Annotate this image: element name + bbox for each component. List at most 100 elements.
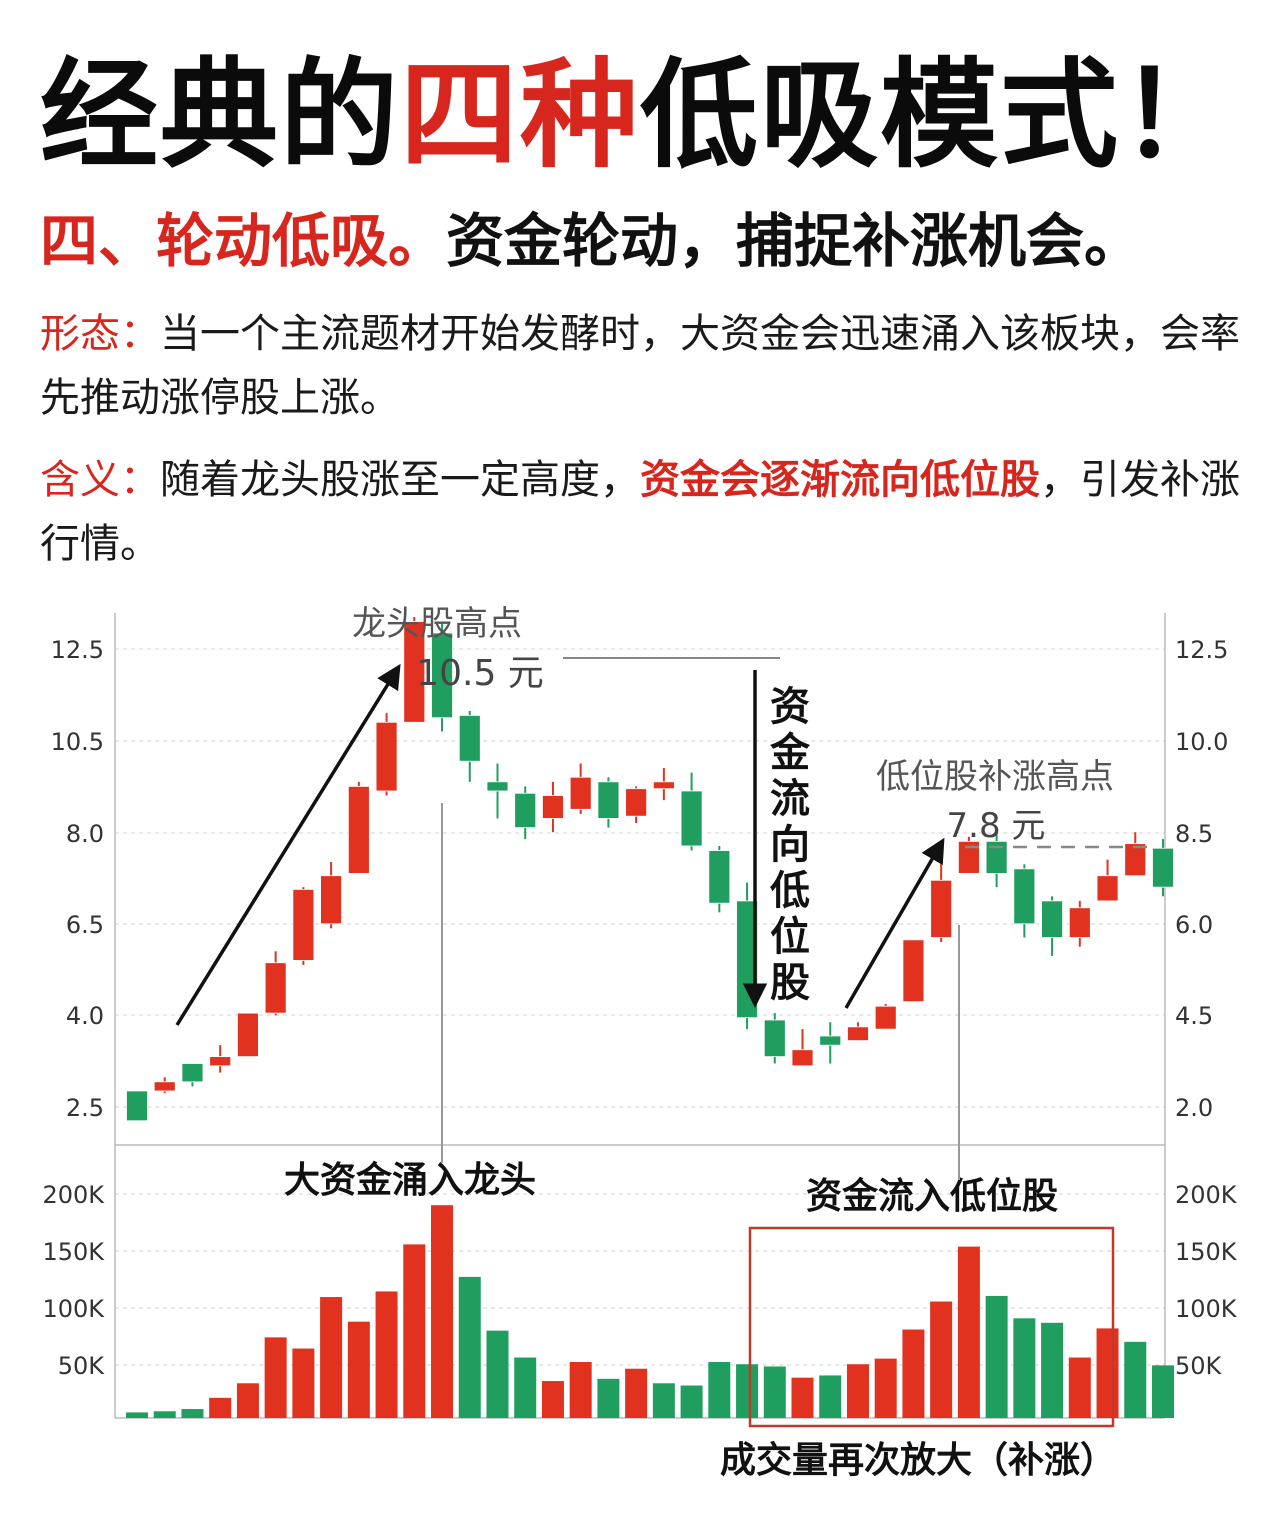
candle-body bbox=[985, 840, 1008, 874]
candle-body bbox=[292, 889, 315, 961]
candle bbox=[1041, 896, 1063, 956]
candle-body bbox=[569, 776, 592, 810]
price-tick-right: 12.5 bbox=[1175, 636, 1228, 664]
volume-bar bbox=[819, 1375, 842, 1418]
candle-body bbox=[431, 632, 453, 719]
candle bbox=[680, 772, 703, 851]
volume-bar bbox=[957, 1246, 980, 1418]
candle bbox=[375, 713, 398, 796]
leader-high-label: 龙头股高点 bbox=[352, 604, 522, 644]
flow-vertical-char: 资 bbox=[770, 684, 810, 730]
volume-bar bbox=[708, 1362, 731, 1418]
volume-bar bbox=[791, 1377, 814, 1418]
volume-tick-right: 50K bbox=[1175, 1352, 1223, 1380]
volume-bar bbox=[514, 1357, 537, 1418]
laggard-high-label: 低位股补涨高点 bbox=[876, 757, 1114, 797]
candle-body bbox=[264, 962, 287, 1014]
volume-tick-right: 100K bbox=[1175, 1295, 1238, 1323]
candle bbox=[237, 1012, 259, 1058]
volume-bars-group bbox=[126, 1205, 1174, 1418]
candle bbox=[791, 1029, 814, 1067]
candle-body bbox=[1013, 868, 1036, 925]
leader-high-value: 10.5 元 bbox=[416, 653, 544, 694]
candle-body bbox=[375, 721, 398, 792]
candle bbox=[763, 1013, 786, 1064]
price-tick-left: 10.5 bbox=[51, 728, 104, 756]
volume-tick-right: 200K bbox=[1175, 1181, 1238, 1209]
big-money-label: 大资金涌入龙头 bbox=[284, 1159, 536, 1201]
volume-bar bbox=[597, 1378, 620, 1418]
form-label: 形态： bbox=[40, 311, 160, 357]
form-paragraph: 形态：当一个主流题材开始发酵时，大资金会迅速涌入该板块，会率先推动涨停股上涨。 bbox=[40, 302, 1250, 430]
candle-body bbox=[847, 1026, 869, 1041]
candle-body bbox=[957, 840, 980, 874]
volume-bar bbox=[902, 1329, 925, 1418]
candle bbox=[1068, 900, 1091, 947]
volume-bar bbox=[652, 1383, 675, 1418]
meaning-paragraph: 含义：随着龙头股涨至一定高度，资金会逐渐流向低位股，引发补涨行情。 bbox=[40, 448, 1250, 576]
chart-axes: 2.5 2.0 4.0 4.5 6.5 6.0 8.0 8.5 10.5 10.0 12.5 12.5… bbox=[42, 613, 1238, 1419]
candle-body bbox=[902, 939, 925, 1003]
candle-body bbox=[819, 1035, 842, 1046]
volume-highlight-box bbox=[748, 1226, 1115, 1428]
price-tick-right: 10.0 bbox=[1175, 728, 1228, 756]
price-tick-left: 4.0 bbox=[66, 1002, 104, 1030]
meaning-text1: 随着龙头股涨至一定高度， bbox=[160, 457, 640, 503]
volume-bar bbox=[347, 1321, 370, 1418]
title-part1: 经典的 bbox=[39, 46, 400, 184]
candle bbox=[320, 861, 343, 929]
candle-body bbox=[791, 1049, 814, 1067]
volume-bar bbox=[209, 1397, 232, 1418]
candle bbox=[625, 786, 648, 824]
volume-bar bbox=[375, 1291, 398, 1418]
candle-body bbox=[542, 795, 564, 819]
candle bbox=[652, 768, 675, 801]
candle bbox=[542, 781, 564, 833]
meaning-highlight: 资金会逐渐流向低位股 bbox=[640, 457, 1040, 503]
meaning-label: 含义： bbox=[40, 457, 160, 503]
price-tick-left: 2.5 bbox=[66, 1094, 104, 1122]
volume-bar bbox=[874, 1358, 897, 1418]
annotations-group: 龙头股高点 10.5 元 低位股补涨高点 7.8 元 大资金涌入龙头 资金流入低… bbox=[175, 604, 1150, 1481]
candle bbox=[1152, 839, 1174, 897]
candle-body bbox=[209, 1056, 232, 1067]
volume-bar bbox=[1041, 1322, 1064, 1418]
candle bbox=[153, 1077, 176, 1094]
candle-body bbox=[347, 785, 370, 874]
flow-vertical-label: 资金流向低位股 bbox=[769, 684, 811, 1006]
candle bbox=[930, 859, 953, 943]
flow-vertical-char: 向 bbox=[770, 822, 810, 868]
form-text: 当一个主流题材开始发酵时，大资金会迅速涌入该板块，会率先推动涨停股上涨。 bbox=[40, 311, 1240, 421]
candle-body bbox=[652, 781, 675, 790]
volume-bar bbox=[181, 1409, 204, 1418]
flow-into-low-label: 资金流入低位股 bbox=[806, 1175, 1058, 1217]
price-tick-left: 6.5 bbox=[66, 911, 104, 939]
candle bbox=[209, 1045, 232, 1073]
candle bbox=[514, 786, 537, 840]
volume-bar bbox=[1068, 1357, 1091, 1418]
volume-bar bbox=[1124, 1341, 1147, 1418]
price-tick-left: 8.0 bbox=[66, 820, 104, 848]
subtitle-part2: 资金轮动，捕捉补涨机会。 bbox=[446, 207, 1143, 275]
candle-body bbox=[874, 1005, 897, 1030]
candle bbox=[292, 887, 315, 966]
candle bbox=[486, 763, 509, 819]
volume-bar bbox=[403, 1244, 426, 1418]
candle bbox=[819, 1022, 842, 1064]
price-tick-right: 6.0 bbox=[1175, 911, 1213, 939]
candle-body bbox=[597, 781, 620, 819]
candle-body bbox=[1124, 843, 1147, 877]
flow-vertical-char: 位 bbox=[770, 914, 810, 960]
volume-bar bbox=[541, 1381, 564, 1418]
flow-vertical-char: 股 bbox=[770, 960, 810, 1006]
volume-bar bbox=[126, 1412, 148, 1418]
candle-body bbox=[625, 788, 648, 817]
volume-bar bbox=[569, 1362, 592, 1418]
candle-body bbox=[1041, 900, 1063, 938]
candle bbox=[126, 1090, 148, 1122]
title-part2: 四种 bbox=[399, 46, 640, 184]
candle-body bbox=[514, 792, 537, 829]
candle bbox=[985, 829, 1008, 888]
flow-vertical-char: 低 bbox=[770, 868, 810, 914]
volume-bar bbox=[846, 1364, 869, 1418]
